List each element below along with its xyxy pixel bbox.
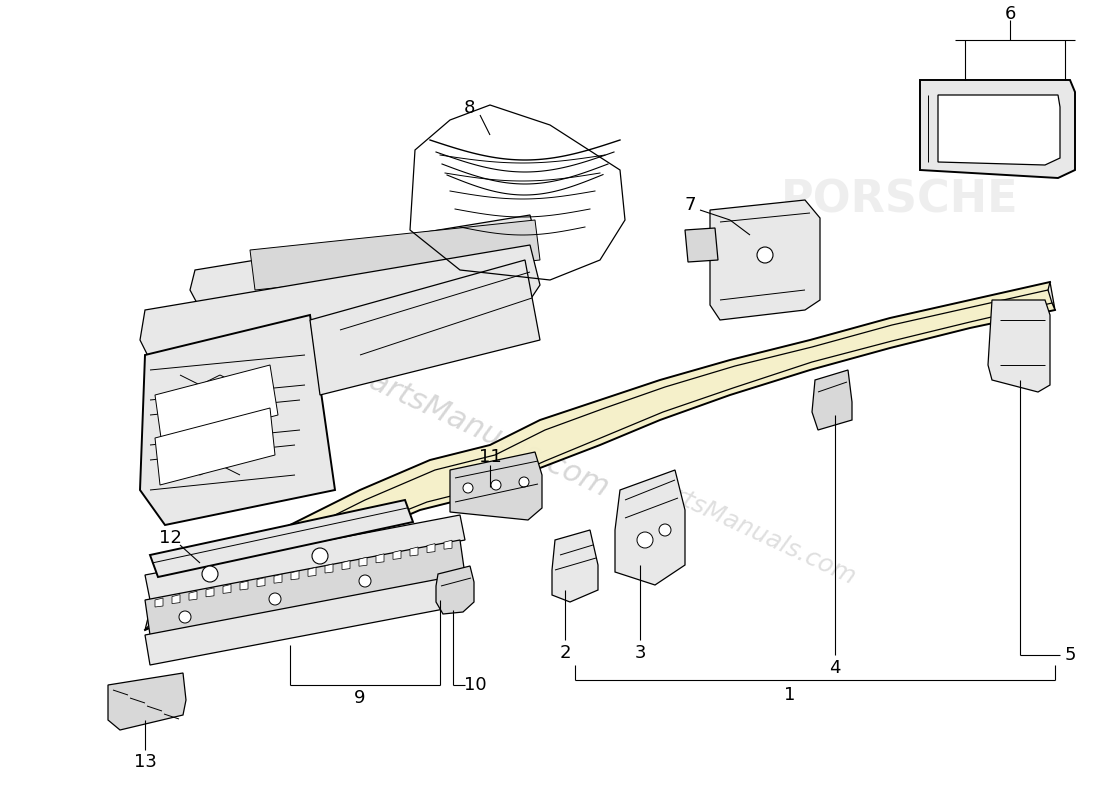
Polygon shape: [376, 554, 384, 563]
Polygon shape: [710, 200, 820, 320]
Circle shape: [312, 548, 328, 564]
Circle shape: [637, 532, 653, 548]
Polygon shape: [206, 588, 214, 597]
Polygon shape: [240, 581, 248, 590]
Circle shape: [179, 611, 191, 623]
Polygon shape: [324, 564, 333, 573]
Polygon shape: [257, 578, 265, 586]
Text: 8: 8: [463, 99, 475, 117]
Text: 7: 7: [684, 196, 695, 214]
Text: 12: 12: [158, 529, 182, 547]
Polygon shape: [145, 575, 465, 665]
Circle shape: [270, 593, 280, 605]
Polygon shape: [938, 95, 1060, 165]
Circle shape: [359, 575, 371, 587]
Polygon shape: [308, 567, 316, 576]
Text: partsManuals.com: partsManuals.com: [641, 470, 859, 590]
Text: 10: 10: [464, 676, 486, 694]
Text: 6: 6: [1004, 5, 1015, 23]
Polygon shape: [140, 245, 540, 360]
Text: 5: 5: [1065, 646, 1076, 664]
Polygon shape: [250, 220, 540, 290]
Polygon shape: [436, 566, 474, 614]
Polygon shape: [145, 590, 160, 630]
Circle shape: [202, 566, 218, 582]
Polygon shape: [310, 260, 540, 395]
Polygon shape: [223, 584, 231, 594]
Polygon shape: [190, 215, 535, 305]
Polygon shape: [172, 594, 180, 604]
Text: partsManuals.com: partsManuals.com: [346, 358, 613, 502]
Polygon shape: [920, 80, 1075, 178]
Polygon shape: [410, 547, 418, 556]
Text: 2: 2: [559, 644, 571, 662]
Text: 13: 13: [133, 753, 156, 771]
Polygon shape: [145, 515, 465, 600]
Polygon shape: [450, 452, 542, 520]
Polygon shape: [615, 470, 685, 585]
Polygon shape: [359, 558, 367, 566]
Polygon shape: [145, 282, 1055, 630]
Circle shape: [519, 477, 529, 487]
Polygon shape: [444, 540, 452, 550]
Polygon shape: [155, 598, 163, 607]
Polygon shape: [140, 315, 336, 525]
Circle shape: [491, 480, 501, 490]
Circle shape: [757, 247, 773, 263]
Polygon shape: [988, 300, 1050, 392]
Polygon shape: [427, 544, 434, 553]
Polygon shape: [292, 570, 299, 580]
Polygon shape: [1048, 282, 1055, 310]
Polygon shape: [552, 530, 598, 602]
Circle shape: [659, 524, 671, 536]
Text: 9: 9: [354, 689, 365, 707]
Text: PORSCHE: PORSCHE: [781, 178, 1019, 222]
Text: 11: 11: [478, 448, 502, 466]
Polygon shape: [393, 550, 402, 559]
Text: 1: 1: [784, 686, 795, 704]
Polygon shape: [145, 540, 465, 635]
Polygon shape: [342, 561, 350, 570]
Polygon shape: [812, 370, 852, 430]
Polygon shape: [108, 673, 186, 730]
Polygon shape: [155, 408, 275, 485]
Polygon shape: [155, 365, 278, 445]
Text: 3: 3: [635, 644, 646, 662]
Polygon shape: [685, 228, 718, 262]
Polygon shape: [274, 574, 282, 583]
Polygon shape: [189, 591, 197, 600]
Circle shape: [463, 483, 473, 493]
Polygon shape: [150, 500, 412, 577]
Text: 4: 4: [829, 659, 840, 677]
